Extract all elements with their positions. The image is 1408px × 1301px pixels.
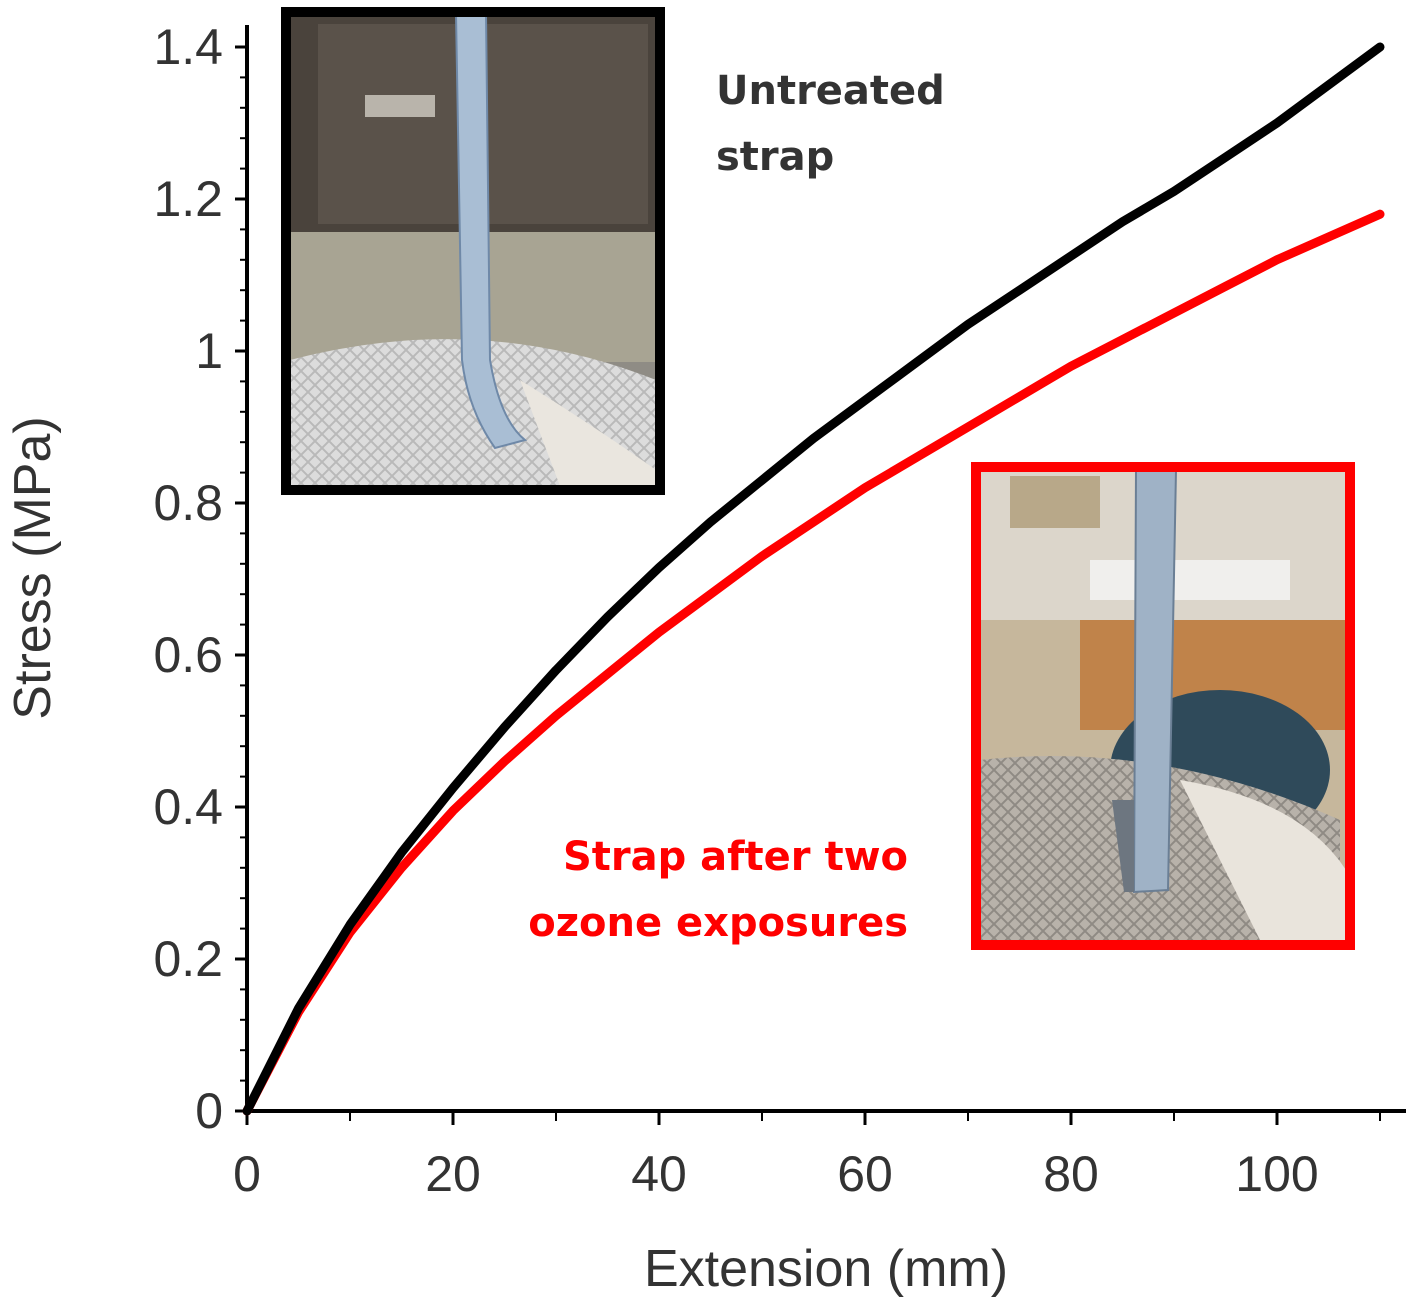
x-axis-title: Extension (mm) [644, 1240, 1008, 1298]
untreated-label-line1: Untreated [716, 68, 945, 114]
untreated-photo-border [281, 7, 665, 495]
ozone-label-line2: ozone exposures [528, 900, 908, 946]
x-tick-label: 0 [233, 1146, 261, 1202]
ozone-label-line1: Strap after two [563, 834, 908, 880]
y-tick-label: 1.2 [153, 171, 223, 227]
x-axis-ticks: 0 20 40 60 80 100 [233, 1111, 1381, 1202]
x-tick-label: 80 [1043, 1146, 1099, 1202]
y-tick-label: 0.4 [153, 779, 223, 835]
untreated-strap-photo [281, 7, 665, 495]
y-tick-label: 0.2 [153, 931, 223, 987]
y-tick-label: 0 [195, 1083, 223, 1139]
y-axis-ticks: 0 0.2 0.4 0.6 0.8 1 1.2 1.4 [153, 19, 247, 1139]
series-layer [242, 42, 1385, 1116]
y-tick-label: 1 [195, 323, 223, 379]
y-tick-label: 1.4 [153, 19, 223, 75]
y-axis-title: Stress (MPa) [4, 416, 62, 719]
x-tick-label: 60 [837, 1146, 893, 1202]
series-line-untreated [242, 42, 1385, 1116]
ozone-strap-photo [971, 462, 1355, 950]
x-tick-label: 40 [631, 1146, 687, 1202]
untreated-label-line2: strap [716, 134, 834, 180]
x-tick-label: 100 [1235, 1146, 1318, 1202]
axes: 0 0.2 0.4 0.6 0.8 1 1.2 1.4 0 20 40 60 80 100 [153, 19, 1406, 1202]
series-line-ozone [242, 209, 1385, 1116]
y-tick-label: 0.8 [153, 475, 223, 531]
y-tick-label: 0.6 [153, 627, 223, 683]
x-tick-label: 20 [425, 1146, 481, 1202]
ozone-photo-border [971, 462, 1355, 950]
